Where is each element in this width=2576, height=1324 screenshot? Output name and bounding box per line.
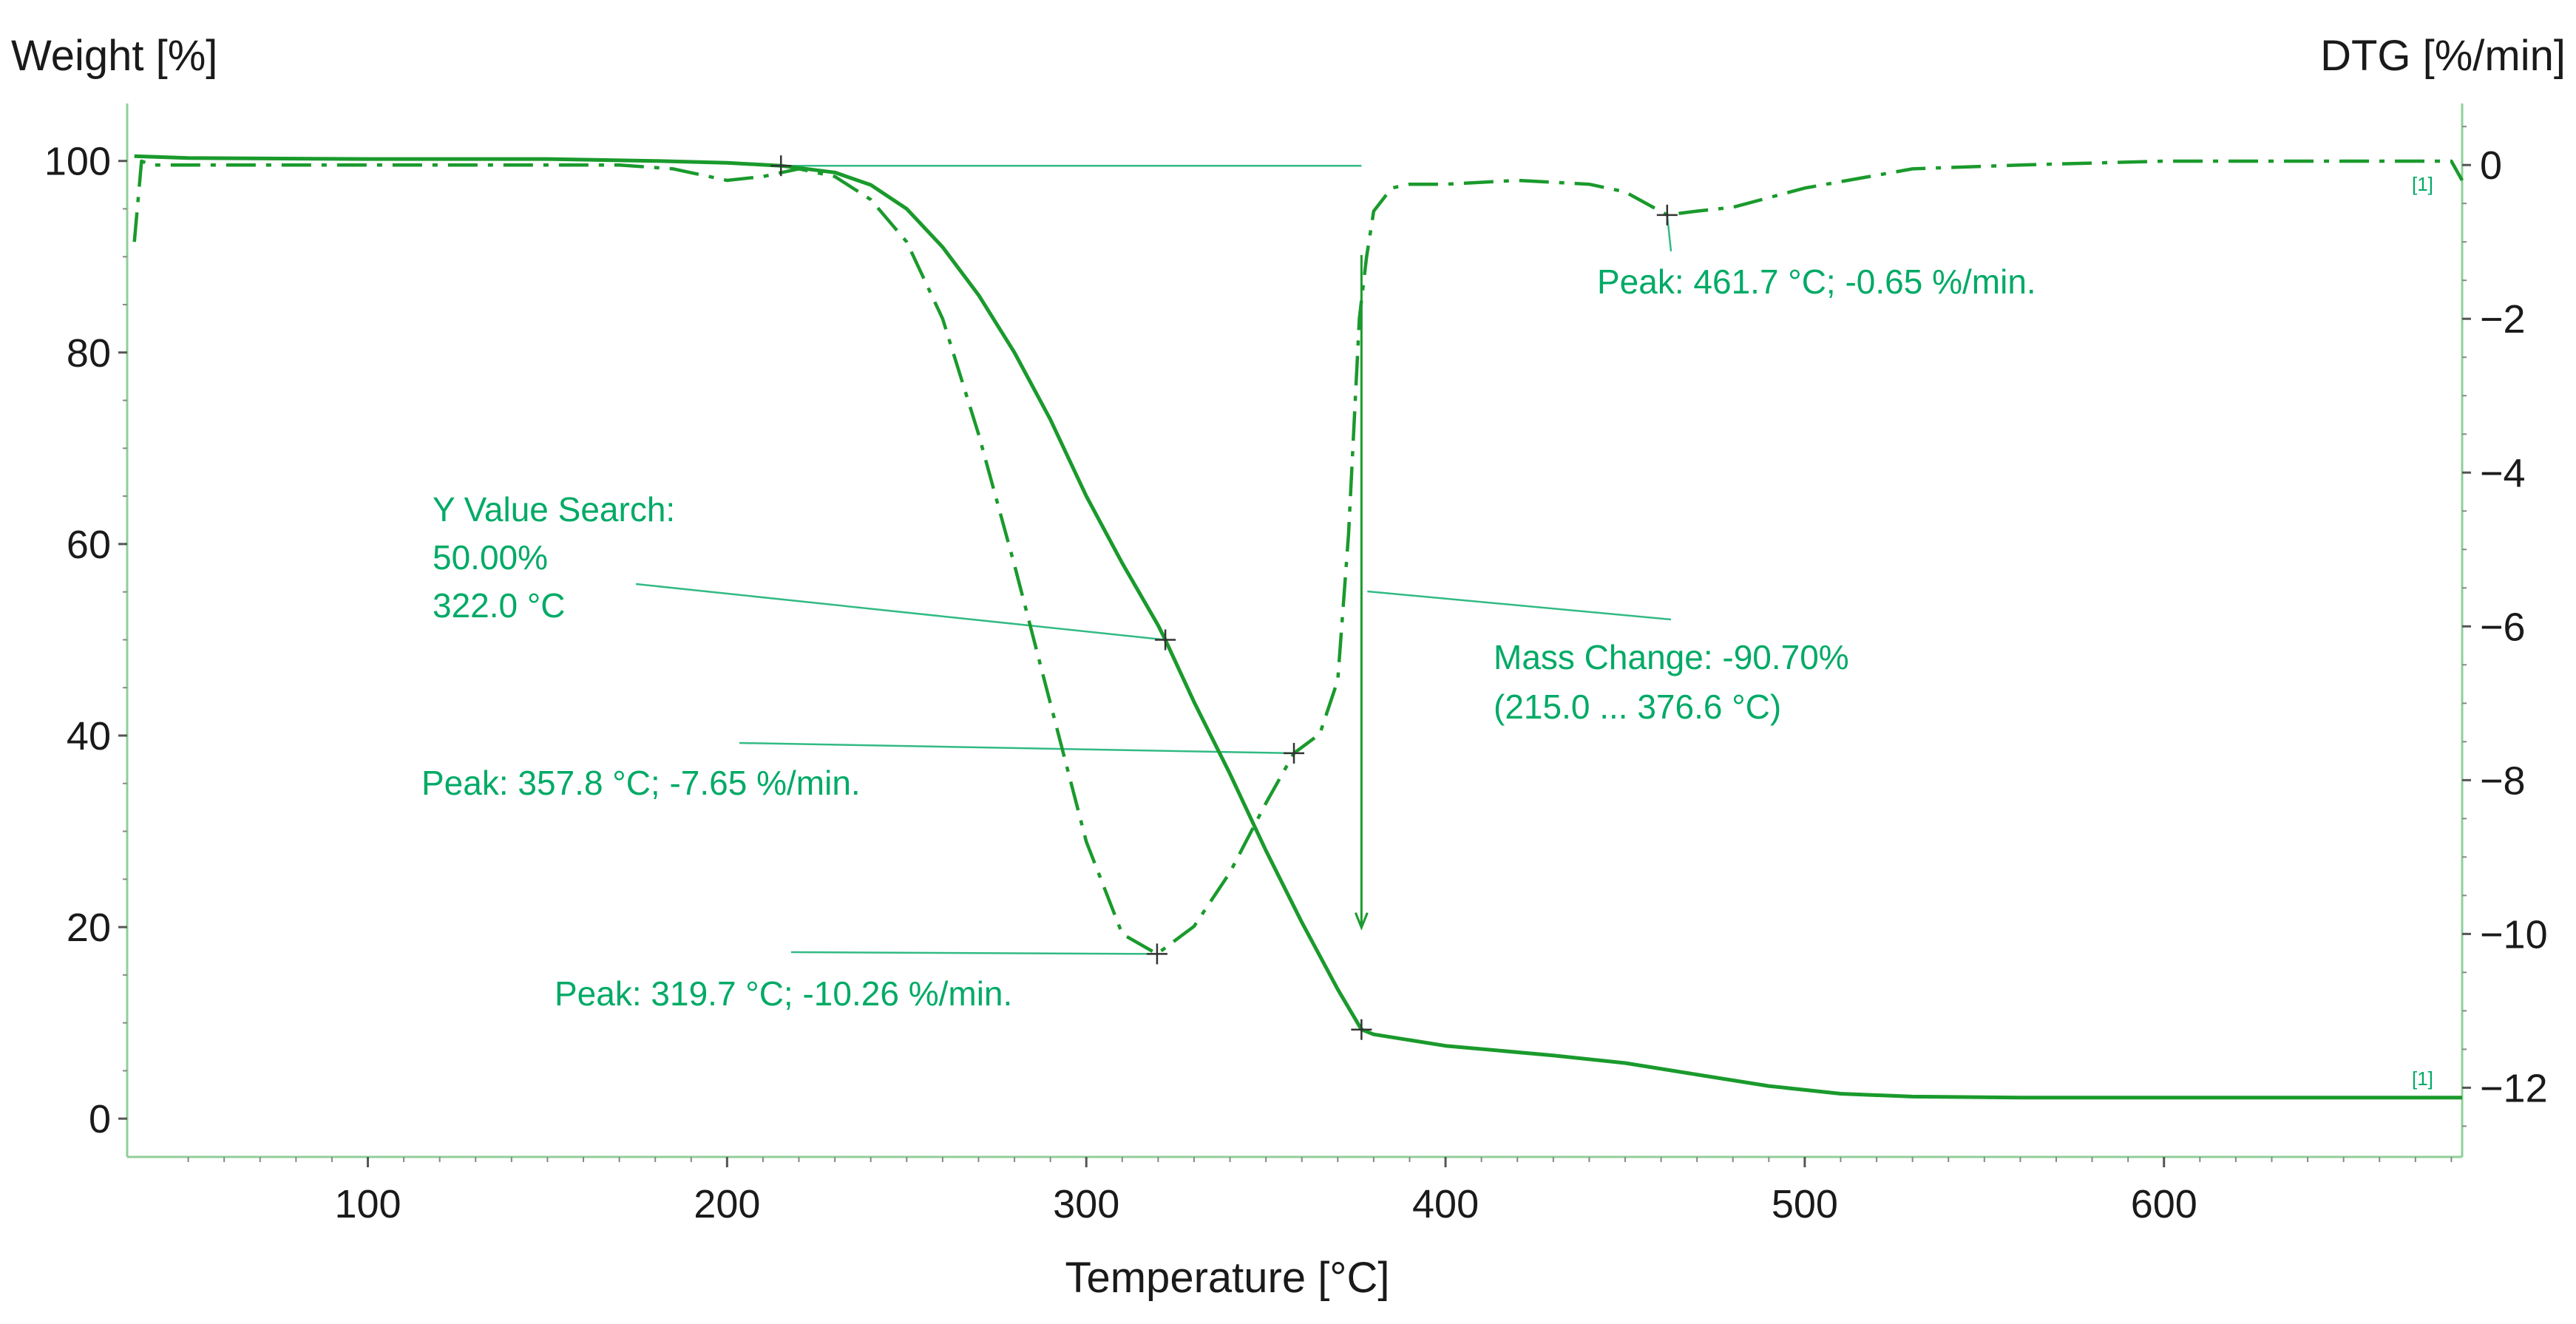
x-tick-label: 600 [2131,1182,2197,1226]
annotation-peak-319: Peak: 319.7 °C; -10.26 %/min. [555,974,1012,1013]
y-left-axis-title: Weight [%] [11,32,217,80]
annotation-mass-change: Mass Change: -90.70% [1494,638,1849,676]
y-left-tick-label: 60 [67,523,111,567]
y-right-tick-label: −6 [2480,605,2526,649]
y-right-tick-label: −12 [2480,1066,2548,1110]
y-right-axis-title: DTG [%/min] [2320,32,2566,80]
y-right-tick-label: −4 [2480,451,2526,495]
annotation-y-search-title: Y Value Search: [433,490,675,529]
y-left-tick-label: 20 [67,906,111,950]
annotation-y-search-percent: 50.00% [433,538,548,577]
x-tick-label: 400 [1412,1182,1479,1226]
data-point-marker [1146,943,1167,965]
y-right-tick-label: −10 [2480,912,2548,957]
curve-end-label-dtg: [1] [2412,173,2433,195]
y-search-leader [635,583,1166,641]
peak-357-leader [739,741,1295,755]
x-tick-label: 300 [1053,1182,1119,1226]
y-right-tick-label: 0 [2480,143,2502,188]
annotation-peak-357: Peak: 357.8 °C; -7.65 %/min. [421,764,861,802]
mass-change-leader [1367,590,1672,621]
annotation-y-search-temp: 322.0 °C [433,586,566,625]
y-right-tick-label: −8 [2480,758,2526,803]
data-point-marker [1155,629,1176,651]
data-point-marker [1351,1019,1372,1040]
series-line-dtg [132,159,2464,956]
x-tick-label: 200 [694,1182,760,1226]
y-left-tick-label: 0 [89,1097,111,1141]
annotation-peak-461: Peak: 461.7 °C; -0.65 %/min. [1597,262,2036,301]
data-point-marker [1284,742,1305,764]
x-tick-label: 100 [334,1182,401,1226]
series-line-weight [134,154,2462,1100]
annotation-mass-change-range: (215.0 ... 376.6 °C) [1494,688,1781,726]
y-left-tick-label: 40 [67,714,111,758]
data-point-marker [1656,204,1678,225]
data-point-marker [770,155,792,177]
mass-change-arrow-head [1354,912,1369,931]
x-axis-title: Temperature [°C] [1065,1254,1389,1302]
x-tick-label: 500 [1772,1182,1838,1226]
y-left-tick-label: 80 [67,331,111,376]
y-right-tick-label: −2 [2480,297,2526,342]
curve-end-label-weight: [1] [2412,1067,2433,1090]
peak-319-leader [790,951,1157,955]
y-left-tick-label: 100 [44,140,111,184]
